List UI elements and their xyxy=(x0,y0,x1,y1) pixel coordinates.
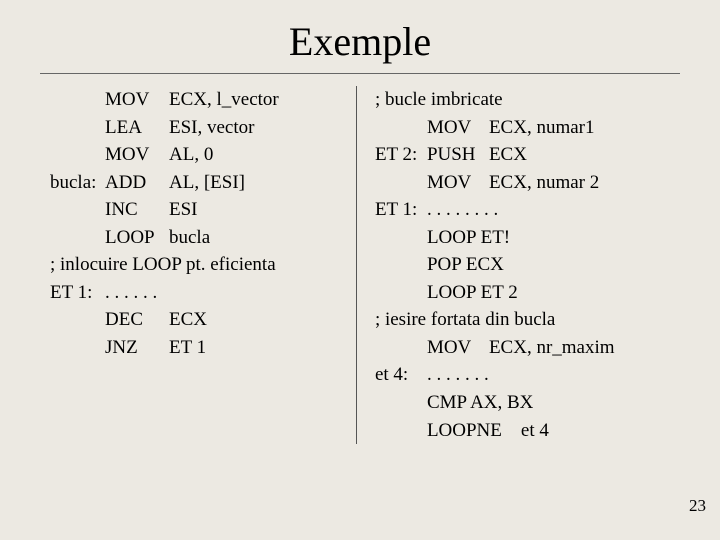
code-line: bucla: ADD AL, [ESI] xyxy=(50,169,336,197)
page-title: Exemple xyxy=(0,0,720,73)
operand: ESI, vector xyxy=(169,114,254,142)
label: ET 1: xyxy=(50,279,105,307)
code-line: ET 1: . . . . . . . . xyxy=(375,196,680,224)
comment-line: ; inlocuire LOOP pt. eficienta xyxy=(50,251,336,279)
vertical-divider xyxy=(356,86,357,444)
content-columns: MOV ECX, l_vector LEA ESI, vector MOV AL… xyxy=(50,86,680,444)
code-line: CMP AX, BX xyxy=(375,389,680,417)
label: bucla: xyxy=(50,169,105,197)
operand: ECX, numar 2 xyxy=(489,169,599,197)
code-line: LEA ESI, vector xyxy=(50,114,336,142)
code-line: INC ESI xyxy=(50,196,336,224)
opcode: POP ECX xyxy=(427,251,504,279)
label xyxy=(375,389,427,417)
label: ET 2: xyxy=(375,141,427,169)
label xyxy=(375,417,427,445)
code-line: MOV ECX, numar1 xyxy=(375,114,680,142)
opcode: MOV xyxy=(427,334,489,362)
operand: AL, 0 xyxy=(169,141,213,169)
page-number: 23 xyxy=(689,496,706,516)
code-line: MOV ECX, numar 2 xyxy=(375,169,680,197)
opcode: . . . . . . xyxy=(105,279,169,307)
operand: ET 1 xyxy=(169,334,206,362)
code-line: et 4: . . . . . . . xyxy=(375,361,680,389)
label xyxy=(50,334,105,362)
opcode: LEA xyxy=(105,114,169,142)
opcode: LOOP xyxy=(105,224,169,252)
opcode: . . . . . . . . xyxy=(427,196,489,224)
opcode: LOOP ET! xyxy=(427,224,510,252)
opcode: MOV xyxy=(427,114,489,142)
opcode: INC xyxy=(105,196,169,224)
label xyxy=(375,251,427,279)
label xyxy=(50,224,105,252)
code-line: ET 1: . . . . . . xyxy=(50,279,336,307)
code-line: POP ECX xyxy=(375,251,680,279)
label: ET 1: xyxy=(375,196,427,224)
code-line: MOV ECX, l_vector xyxy=(50,86,336,114)
opcode: . . . . . . . xyxy=(427,361,489,389)
operand: AL, [ESI] xyxy=(169,169,245,197)
opcode: MOV xyxy=(105,141,169,169)
label xyxy=(375,334,427,362)
label xyxy=(375,224,427,252)
label xyxy=(50,86,105,114)
operand: ECX xyxy=(169,306,207,334)
code-line: JNZ ET 1 xyxy=(50,334,336,362)
code-line: LOOP ET 2 xyxy=(375,279,680,307)
operand: ECX, l_vector xyxy=(169,86,279,114)
opcode: CMP AX, BX xyxy=(427,389,533,417)
code-line: MOV ECX, nr_maxim xyxy=(375,334,680,362)
operand: ESI xyxy=(169,196,198,224)
label xyxy=(375,279,427,307)
opcode: PUSH xyxy=(427,141,489,169)
label xyxy=(50,196,105,224)
operand: ECX, numar1 xyxy=(489,114,595,142)
opcode: DEC xyxy=(105,306,169,334)
code-line: ET 2: PUSH ECX xyxy=(375,141,680,169)
opcode: MOV xyxy=(105,86,169,114)
code-line: LOOPNE et 4 xyxy=(375,417,680,445)
opcode: ADD xyxy=(105,169,169,197)
code-line: MOV AL, 0 xyxy=(50,141,336,169)
label xyxy=(50,114,105,142)
opcode: MOV xyxy=(427,169,489,197)
label xyxy=(50,306,105,334)
opcode: JNZ xyxy=(105,334,169,362)
opcode: LOOPNE et 4 xyxy=(427,417,549,445)
opcode: LOOP ET 2 xyxy=(427,279,518,307)
code-line: LOOP bucla xyxy=(50,224,336,252)
title-rule xyxy=(40,73,680,74)
code-line: LOOP ET! xyxy=(375,224,680,252)
label: et 4: xyxy=(375,361,427,389)
label xyxy=(375,169,427,197)
operand: bucla xyxy=(169,224,210,252)
operand: ECX, nr_maxim xyxy=(489,334,615,362)
left-column: MOV ECX, l_vector LEA ESI, vector MOV AL… xyxy=(50,86,348,444)
comment-line: ; bucle imbricate xyxy=(375,86,680,114)
label xyxy=(50,141,105,169)
comment-line: ; iesire fortata din bucla xyxy=(375,306,680,334)
label xyxy=(375,114,427,142)
code-line: DEC ECX xyxy=(50,306,336,334)
right-column: ; bucle imbricate MOV ECX, numar1 ET 2: … xyxy=(365,86,680,444)
operand: ECX xyxy=(489,141,527,169)
